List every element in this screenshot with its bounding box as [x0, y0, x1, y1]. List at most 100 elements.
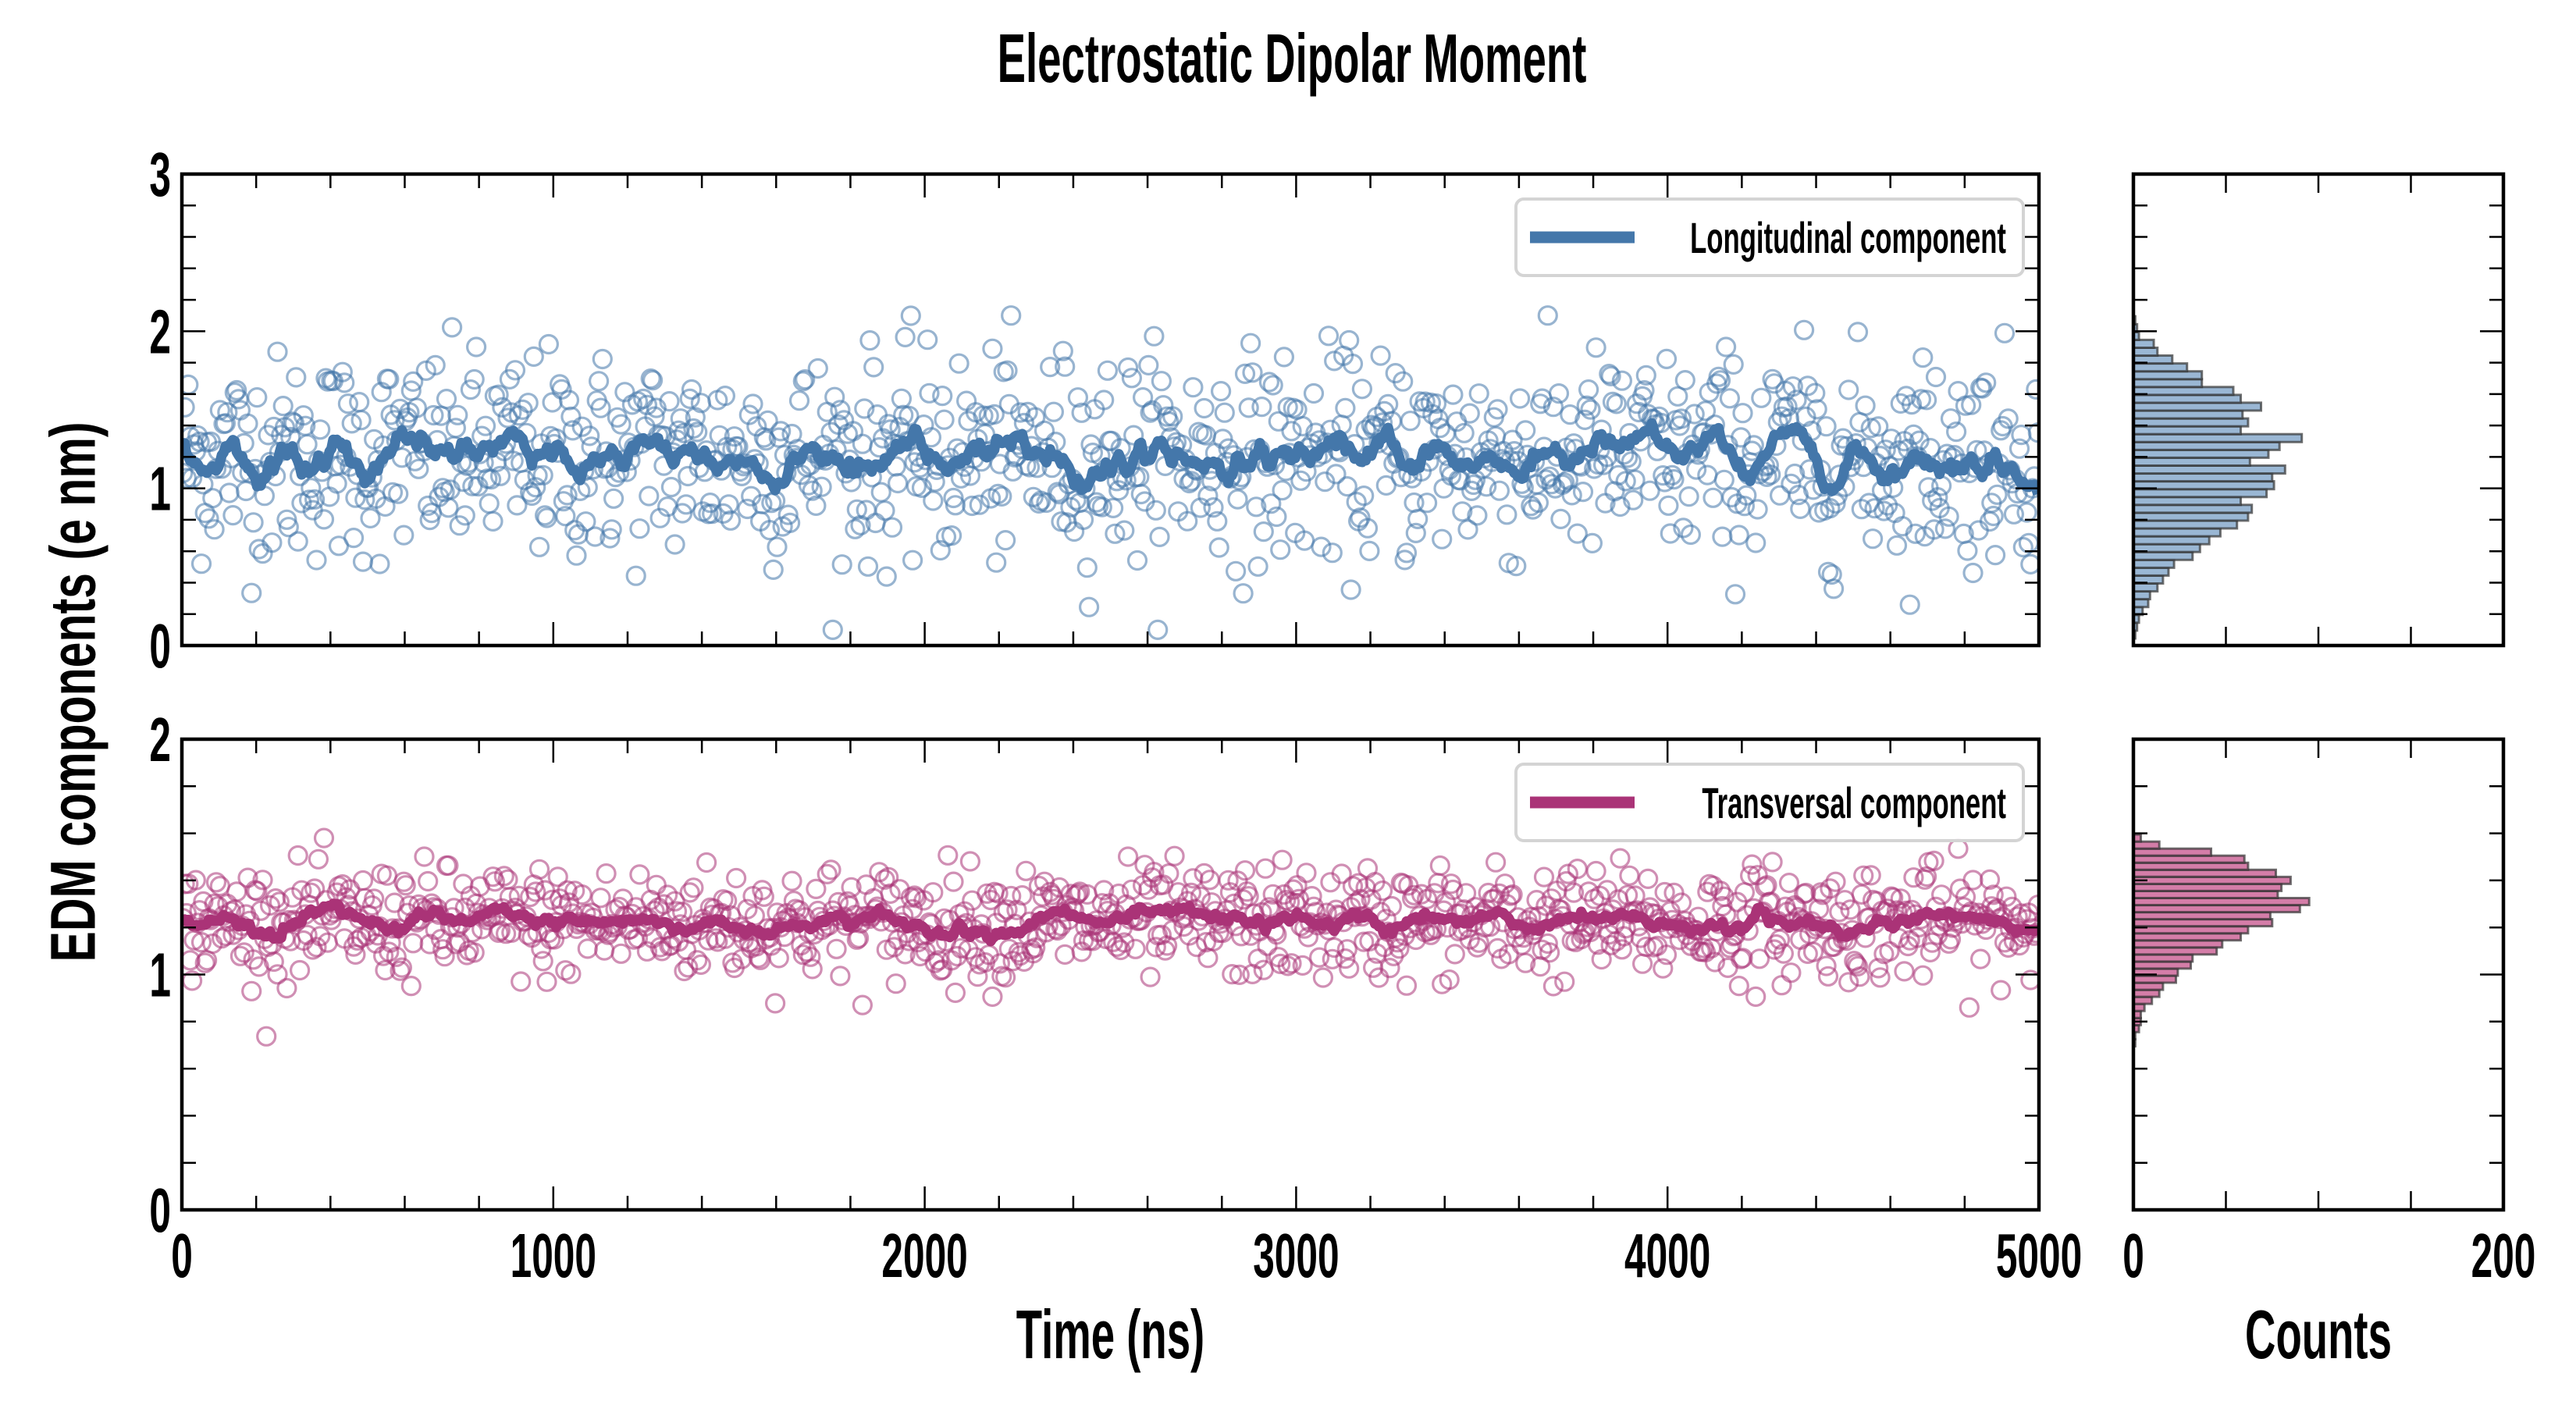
data-point: [1489, 883, 1510, 905]
data-point: [1094, 880, 1115, 901]
data-point: [874, 500, 895, 521]
data-point: [687, 422, 708, 443]
data-point: [763, 559, 784, 581]
data-point: [1611, 370, 1632, 391]
data-point: [252, 870, 273, 891]
data-point: [1873, 500, 1895, 521]
data-point: [1782, 376, 1803, 397]
data-point: [659, 390, 680, 412]
data-point: [579, 425, 600, 446]
data-point: [1574, 409, 1596, 431]
data-point: [1502, 884, 1523, 905]
data-point: [557, 880, 578, 901]
data-point: [1561, 485, 1582, 506]
data-point: [1909, 430, 1930, 451]
data-point: [297, 434, 318, 455]
data-point: [923, 490, 944, 511]
data-point: [1916, 389, 1937, 411]
data-point: [857, 556, 879, 577]
data-point: [919, 382, 940, 404]
data-point: [313, 509, 335, 530]
data-point: [301, 478, 322, 499]
histogram-bar: [2132, 370, 2204, 381]
data-point: [441, 317, 463, 338]
data-point: [1292, 955, 1313, 976]
data-point: [948, 353, 970, 374]
data-point: [1342, 354, 1364, 375]
data-point: [1262, 884, 1283, 905]
data-point: [528, 536, 550, 557]
data-point: [1879, 941, 1900, 962]
data-point: [395, 875, 416, 896]
data-point: [1611, 939, 1632, 960]
axes-frame: [180, 172, 2041, 648]
data-point: [1158, 411, 1179, 432]
data-point: [817, 863, 838, 885]
data-point: [1736, 485, 1757, 506]
data-point: [1868, 416, 1889, 437]
data-point: [1381, 895, 1403, 917]
data-point: [1261, 493, 1282, 514]
data-point: [802, 959, 823, 980]
data-point: [1820, 878, 1841, 899]
data-point: [1680, 524, 1701, 546]
data-point: [1240, 333, 1261, 354]
data-point: [685, 407, 706, 428]
data-point: [1790, 498, 1811, 520]
histogram-bar: [2132, 338, 2155, 349]
data-point: [436, 389, 457, 410]
scatter-points: [182, 305, 2039, 641]
data-point: [1108, 883, 1130, 905]
data-point: [1781, 473, 1802, 494]
data-point: [1254, 858, 1276, 879]
data-point: [1151, 924, 1172, 945]
data-point: [1208, 537, 1229, 558]
data-point: [1214, 402, 1235, 423]
data-point: [1258, 897, 1280, 918]
data-point: [731, 465, 753, 487]
data-point: [241, 582, 262, 603]
data-point: [1400, 411, 1421, 432]
data-point: [1660, 523, 1681, 544]
data-point: [425, 354, 446, 375]
data-point: [671, 902, 693, 923]
data-point: [592, 348, 613, 370]
data-point: [1164, 845, 1185, 866]
data-point: [2011, 424, 2032, 446]
data-point: [1994, 932, 2016, 953]
data-point: [536, 971, 557, 992]
data-point: [352, 551, 374, 572]
data-point: [869, 436, 890, 458]
data-point: [806, 878, 827, 900]
y-axis-label: EDM components (e nm): [37, 422, 109, 962]
data-point: [1962, 562, 1984, 584]
data-point: [1453, 422, 1475, 443]
data-point: [1078, 596, 1100, 617]
data-point: [1009, 402, 1031, 423]
data-point: [1845, 953, 1866, 974]
data-point: [1048, 877, 1070, 898]
data-point: [364, 888, 385, 909]
data-point: [256, 1026, 277, 1047]
data-point: [1771, 975, 1792, 996]
histogram-bar: [2132, 464, 2286, 475]
histogram-bar: [2132, 527, 2222, 538]
data-point: [1855, 395, 1876, 416]
data-point: [1838, 972, 1859, 993]
data-point: [1703, 487, 1724, 508]
data-point: [1311, 536, 1332, 557]
x-tick-label: 3000: [1253, 1222, 1339, 1291]
data-point: [830, 400, 851, 421]
data-point: [1985, 544, 2006, 566]
data-point: [932, 386, 953, 407]
data-point: [237, 413, 258, 434]
data-point: [601, 519, 622, 540]
data-point: [902, 550, 923, 571]
data-point: [523, 346, 544, 367]
data-point: [1040, 357, 1061, 378]
data-point: [993, 902, 1014, 923]
data-point: [2018, 532, 2039, 553]
data-point: [1234, 363, 1256, 384]
data-point: [702, 503, 723, 525]
data-point: [848, 927, 870, 948]
